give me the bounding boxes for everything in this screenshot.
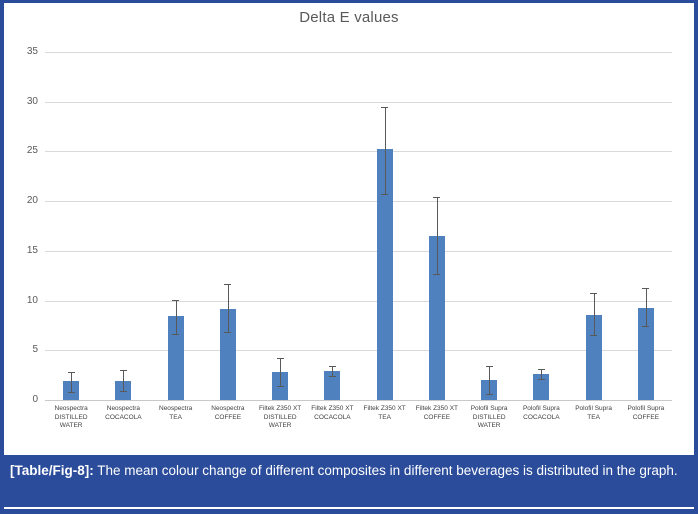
- bar: [533, 374, 550, 400]
- error-bar-cap-top: [642, 287, 650, 289]
- gridline: [45, 350, 672, 352]
- x-category-label: Filtek Z350 XT TEA: [363, 405, 406, 421]
- error-bar-cap-bottom: [381, 194, 389, 196]
- x-category-label: Filtek Z350 XT COCACOLA: [311, 405, 354, 421]
- error-bar-cap-bottom: [433, 273, 441, 275]
- error-bar-cap-top: [328, 366, 336, 368]
- chart-area: [4, 3, 694, 455]
- y-tick-label: 35: [26, 46, 38, 57]
- y-tick-label: 0: [32, 394, 38, 405]
- error-bar-cap-bottom: [537, 379, 545, 381]
- bar: [167, 316, 184, 400]
- frame-border-left: [0, 0, 4, 514]
- y-tick-label: 10: [26, 294, 38, 306]
- x-category-label: Polofil Supra TEA: [575, 405, 613, 421]
- gridline: [45, 201, 672, 203]
- error-bar-line: [227, 283, 229, 333]
- x-category-label: Neospectra TEA: [159, 405, 193, 421]
- error-bar-cap-top: [381, 106, 389, 108]
- error-bar-cap-top: [172, 299, 180, 301]
- error-bar-cap-bottom: [485, 394, 493, 396]
- error-bar-line: [593, 292, 595, 336]
- y-tick-label: 25: [26, 145, 38, 157]
- x-category-label: Neospectra COCACOLA: [105, 405, 142, 421]
- error-bar-line: [123, 370, 125, 392]
- gridline: [45, 300, 672, 302]
- figure-caption: [Table/Fig-8]: The mean colour change of…: [0, 455, 698, 507]
- x-axis-line: [45, 400, 672, 401]
- caption-text: The mean colour change of different comp…: [93, 463, 678, 478]
- bar: [219, 308, 236, 400]
- error-bar-line: [436, 197, 438, 274]
- error-bar-cap-top: [224, 283, 232, 285]
- y-tick-label: 20: [26, 195, 38, 207]
- error-bar-cap-bottom: [119, 391, 127, 393]
- gridline: [45, 52, 672, 53]
- error-bar-line: [280, 358, 282, 387]
- x-category-label: Polofil Supra COFFEE: [627, 405, 665, 421]
- bar: [376, 149, 393, 400]
- x-category-label: Polofil Supra DISTILLED WATER: [470, 405, 508, 429]
- bar: [585, 315, 602, 400]
- frame-border-top: [0, 0, 698, 3]
- x-category-label: Neospectra DISTILLED WATER: [54, 405, 88, 429]
- error-bar-cap-top: [590, 292, 598, 294]
- error-bar-cap-top: [67, 372, 75, 374]
- error-bar-cap-top: [276, 358, 284, 360]
- x-category-label: Filtek Z350 XT COFFEE: [415, 405, 458, 421]
- error-bar-cap-top: [119, 370, 127, 372]
- error-bar-cap-top: [537, 369, 545, 371]
- bar: [324, 371, 341, 400]
- error-bar-cap-bottom: [224, 332, 232, 334]
- error-bar-line: [645, 287, 647, 327]
- error-bar-cap-bottom: [328, 376, 336, 378]
- x-category-label: Filtek Z350 XT DISTILLED WATER: [258, 405, 302, 429]
- caption-label: [Table/Fig-8]:: [10, 463, 94, 478]
- error-bar-line: [541, 369, 543, 380]
- bar: [272, 372, 289, 400]
- x-category-label: Polofil Supra COCACOLA: [522, 405, 560, 421]
- error-bar-cap-bottom: [642, 326, 650, 328]
- gridline: [45, 250, 672, 252]
- bar: [428, 235, 445, 400]
- x-category-label: Neospectra COFFEE: [211, 405, 245, 421]
- gridline: [45, 101, 672, 103]
- error-bar-cap-top: [485, 366, 493, 368]
- error-bar-cap-top: [433, 197, 441, 199]
- y-tick-label: 15: [26, 244, 38, 256]
- error-bar-cap-bottom: [172, 334, 180, 336]
- error-bar-line: [71, 372, 73, 393]
- y-tick-label: 5: [32, 344, 38, 356]
- error-bar-cap-bottom: [67, 392, 75, 394]
- y-tick-label: 30: [26, 95, 38, 107]
- frame-border-right: [694, 0, 698, 514]
- error-bar-cap-bottom: [590, 335, 598, 337]
- chart-title: Delta E values: [299, 9, 399, 26]
- frame-border-bottom: [0, 509, 698, 514]
- error-bar-line: [384, 106, 386, 195]
- error-bar-cap-bottom: [276, 386, 284, 388]
- error-bar-line: [175, 299, 177, 335]
- error-bar-line: [332, 366, 334, 377]
- error-bar-line: [489, 366, 491, 395]
- caption-divider: [4, 507, 694, 509]
- gridline: [45, 151, 672, 153]
- bar: [637, 307, 654, 400]
